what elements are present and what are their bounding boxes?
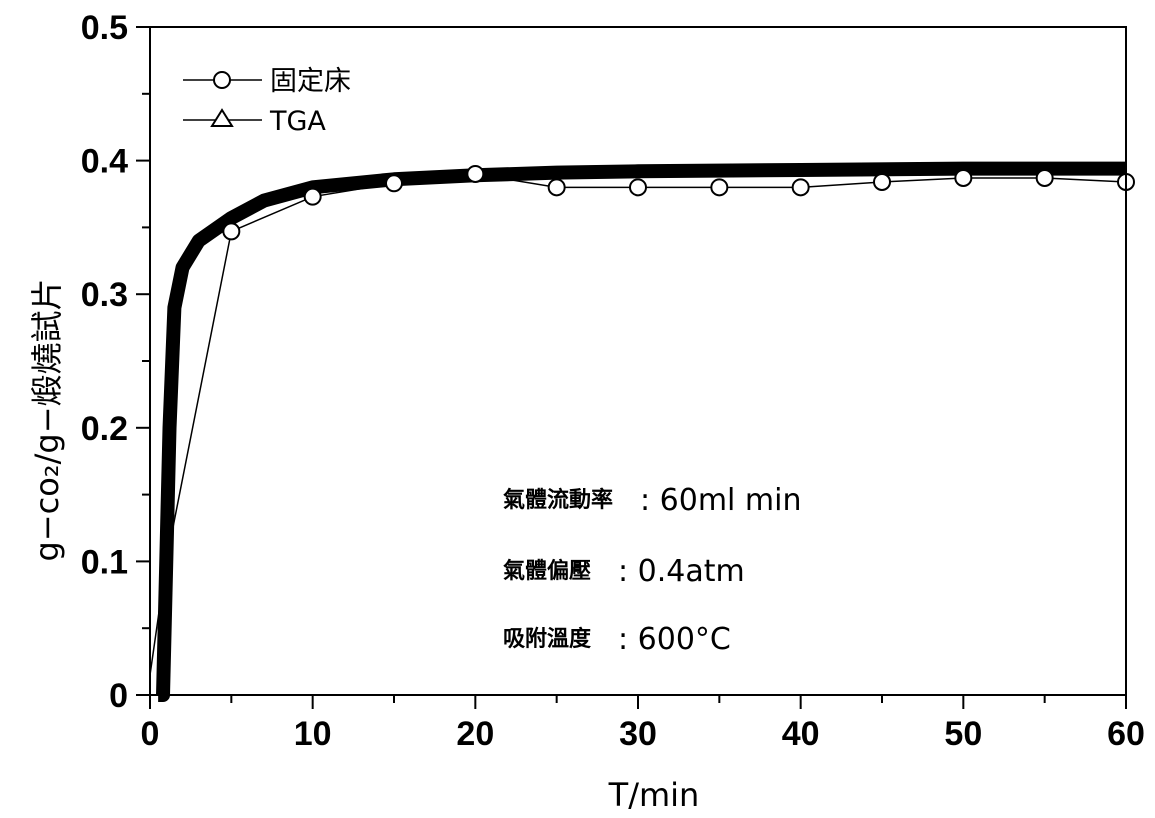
data-point-fixed-bed <box>385 174 403 193</box>
series-layer <box>149 161 1135 702</box>
note-label-flow-rate: 氣體流動率 <box>503 487 613 513</box>
y-axis-ticks: 0 0.1 0.2 0.3 0.4 0.5 <box>81 9 150 715</box>
data-point-fixed-bed <box>547 178 566 197</box>
x-minor-ticks <box>230 695 1046 703</box>
note-value-partial-pressure: : 0.4atm <box>618 554 745 589</box>
legend-marker-triangle <box>210 108 234 127</box>
legend: 固定床 TGA <box>183 66 351 137</box>
condition-notes: 氣體流動率 : 60ml min 氣體偏壓 : 0.4atm 吸附溫度 : 60… <box>503 483 801 657</box>
x-tick-label: 30 <box>619 715 657 753</box>
x-tick-label: 40 <box>782 715 820 753</box>
note-value-flow-rate: : 60ml min <box>640 483 801 518</box>
x-axis-title: T/min <box>608 776 700 814</box>
x-tick-label: 50 <box>944 715 982 753</box>
data-point-fixed-bed <box>873 172 891 191</box>
y-tick-label: 0.3 <box>81 276 128 314</box>
series-line-fixed-bed <box>149 173 1127 676</box>
data-point-fixed-bed <box>466 164 485 183</box>
x-tick-label: 20 <box>456 715 494 753</box>
y-axis-title: g−co₂/g−煅燒試片 <box>28 278 66 561</box>
y-tick-label: 0 <box>109 677 128 715</box>
y-tick-label: 0.2 <box>81 410 128 448</box>
data-point-fixed-bed <box>791 178 810 197</box>
y-tick-label: 0.5 <box>81 9 128 47</box>
note-label-adsorption-temp: 吸附溫度 <box>503 626 592 652</box>
note-label-partial-pressure: 氣體偏壓 <box>503 558 591 584</box>
legend-label-tga: TGA <box>269 106 326 137</box>
data-point-fixed-bed <box>954 168 973 187</box>
x-tick-label: 60 <box>1107 715 1145 753</box>
data-point-fixed-bed <box>303 187 322 206</box>
y-minor-ticks <box>142 92 150 630</box>
x-tick-label: 0 <box>141 715 160 753</box>
data-point-fixed-bed <box>629 178 647 197</box>
note-value-adsorption-temp: : 600°C <box>618 622 731 657</box>
data-point-fixed-bed <box>1035 168 1054 187</box>
data-point-fixed-bed <box>222 222 241 241</box>
x-tick-label: 10 <box>294 715 332 753</box>
plot-frame <box>149 26 1127 696</box>
y-tick-label: 0.1 <box>81 543 128 581</box>
series-line-tga <box>156 161 1126 702</box>
data-point-fixed-bed <box>710 178 729 197</box>
legend-label-fixed-bed: 固定床 <box>270 66 351 97</box>
x-axis-ticks: 0 10 20 30 40 50 60 <box>141 695 1145 753</box>
y-tick-label: 0.4 <box>81 143 128 181</box>
legend-marker-circle <box>213 71 231 89</box>
